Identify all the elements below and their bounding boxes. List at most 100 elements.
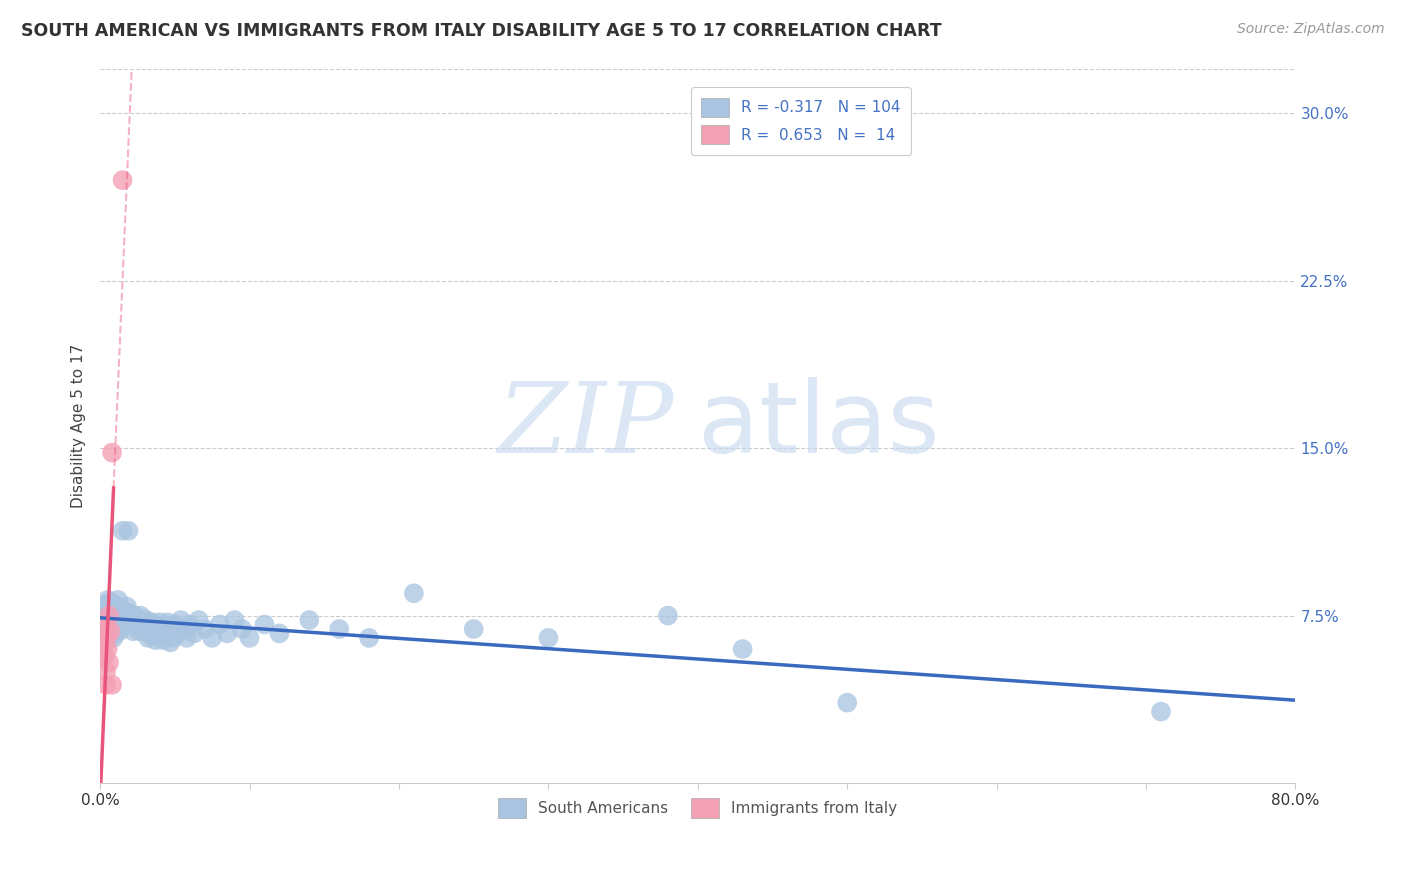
Point [94, 611, 117, 625]
Point [837, 696, 859, 710]
Point [163, 617, 186, 632]
Point [103, 608, 125, 623]
Point [118, 607, 141, 621]
Point [142, 624, 165, 639]
Point [131, 620, 153, 634]
Point [145, 633, 167, 648]
Point [124, 608, 146, 623]
Point [179, 617, 201, 632]
Point [114, 611, 136, 625]
Point [138, 620, 160, 634]
Point [101, 602, 124, 616]
Point [328, 622, 350, 636]
Point [194, 622, 217, 636]
Point [94, 665, 117, 679]
Point [149, 615, 172, 630]
Point [100, 595, 122, 609]
Point [136, 631, 159, 645]
Point [160, 622, 183, 636]
Point [537, 631, 560, 645]
Point [103, 598, 125, 612]
Point [170, 613, 193, 627]
Point [93, 635, 115, 649]
Point [162, 631, 184, 645]
Point [107, 607, 129, 621]
Point [101, 678, 124, 692]
Point [97, 629, 120, 643]
Point [173, 622, 195, 636]
Point [110, 620, 132, 634]
Point [150, 624, 173, 639]
Point [463, 622, 485, 636]
Point [103, 631, 125, 645]
Point [112, 604, 135, 618]
Point [91, 599, 114, 614]
Point [118, 617, 141, 632]
Point [208, 617, 231, 632]
Point [201, 631, 224, 645]
Point [115, 617, 138, 632]
Point [100, 629, 122, 643]
Point [157, 624, 180, 639]
Legend: South Americans, Immigrants from Italy: South Americans, Immigrants from Italy [491, 790, 904, 825]
Point [159, 635, 181, 649]
Text: ZIP: ZIP [498, 378, 673, 474]
Point [98, 611, 121, 625]
Point [98, 622, 121, 636]
Point [97, 642, 120, 657]
Point [93, 617, 115, 632]
Point [153, 620, 176, 634]
Point [103, 620, 125, 634]
Point [100, 607, 122, 621]
Point [1150, 705, 1173, 719]
Point [115, 599, 138, 614]
Point [155, 629, 177, 643]
Y-axis label: Disability Age 5 to 17: Disability Age 5 to 17 [72, 343, 86, 508]
Point [139, 629, 162, 643]
Point [117, 524, 139, 538]
Point [731, 642, 754, 657]
Point [128, 624, 150, 639]
Point [107, 593, 129, 607]
Point [94, 678, 117, 692]
Point [359, 631, 381, 645]
Point [122, 624, 145, 639]
Point [132, 615, 155, 630]
Point [108, 624, 131, 639]
Point [298, 613, 321, 627]
Point [166, 626, 188, 640]
Point [101, 613, 124, 627]
Point [105, 599, 128, 614]
Point [100, 624, 122, 639]
Text: atlas: atlas [697, 377, 939, 475]
Point [98, 599, 121, 614]
Point [104, 626, 127, 640]
Point [231, 622, 253, 636]
Point [176, 631, 198, 645]
Point [108, 613, 131, 627]
Point [112, 615, 135, 630]
Point [93, 608, 115, 623]
Point [146, 620, 169, 634]
Point [97, 615, 120, 630]
Point [94, 617, 117, 632]
Point [134, 624, 156, 639]
Point [269, 626, 291, 640]
Point [129, 608, 152, 623]
Point [121, 613, 143, 627]
Point [101, 445, 124, 459]
Text: SOUTH AMERICAN VS IMMIGRANTS FROM ITALY DISABILITY AGE 5 TO 17 CORRELATION CHART: SOUTH AMERICAN VS IMMIGRANTS FROM ITALY … [21, 22, 942, 40]
Point [148, 629, 170, 643]
Point [100, 617, 122, 632]
Point [110, 608, 132, 623]
Point [97, 626, 120, 640]
Point [156, 615, 179, 630]
Point [238, 631, 260, 645]
Point [224, 613, 246, 627]
Point [105, 622, 128, 636]
Point [97, 604, 120, 618]
Point [94, 598, 117, 612]
Point [187, 613, 209, 627]
Point [152, 633, 174, 648]
Point [97, 593, 120, 607]
